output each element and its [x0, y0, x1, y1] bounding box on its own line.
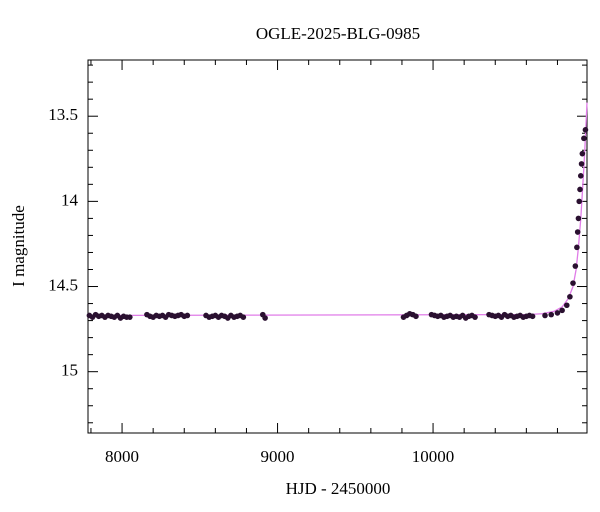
chart-title: OGLE-2025-BLG-0985	[256, 24, 420, 43]
data-point	[582, 127, 589, 133]
y-tick-label: 15	[61, 361, 78, 380]
x-axis-label: HJD - 2450000	[286, 479, 391, 498]
x-tick-label: 9000	[261, 447, 295, 466]
data-point	[548, 311, 555, 318]
data-point	[577, 173, 584, 179]
data-point	[577, 186, 583, 193]
data-point	[184, 312, 191, 319]
data-point	[127, 314, 133, 320]
data-point	[413, 313, 419, 320]
x-tick-label: 10000	[412, 447, 455, 466]
data-point	[240, 314, 247, 320]
x-tick-label: 8000	[105, 447, 139, 466]
data-point	[570, 280, 576, 286]
data-point	[567, 293, 573, 300]
data-point	[472, 314, 478, 320]
data-point	[578, 161, 585, 167]
data-point	[262, 315, 268, 321]
data-point	[559, 307, 565, 314]
data-point	[581, 135, 587, 142]
data-point	[572, 263, 579, 269]
data-point	[563, 302, 570, 309]
y-tick-label: 14.5	[48, 275, 78, 294]
data-point	[542, 312, 548, 319]
data-point	[574, 244, 580, 251]
y-axis-label: I magnitude	[9, 205, 28, 287]
data-point	[579, 150, 586, 157]
model-line	[87, 102, 588, 317]
plot-frame	[87, 59, 588, 434]
data-point	[575, 215, 582, 222]
y-tick-label: 13.5	[48, 105, 78, 124]
data-point	[554, 310, 561, 316]
data-point	[574, 229, 581, 235]
data-point	[576, 198, 583, 205]
y-tick-label: 14	[61, 190, 79, 209]
data-point	[529, 313, 536, 320]
